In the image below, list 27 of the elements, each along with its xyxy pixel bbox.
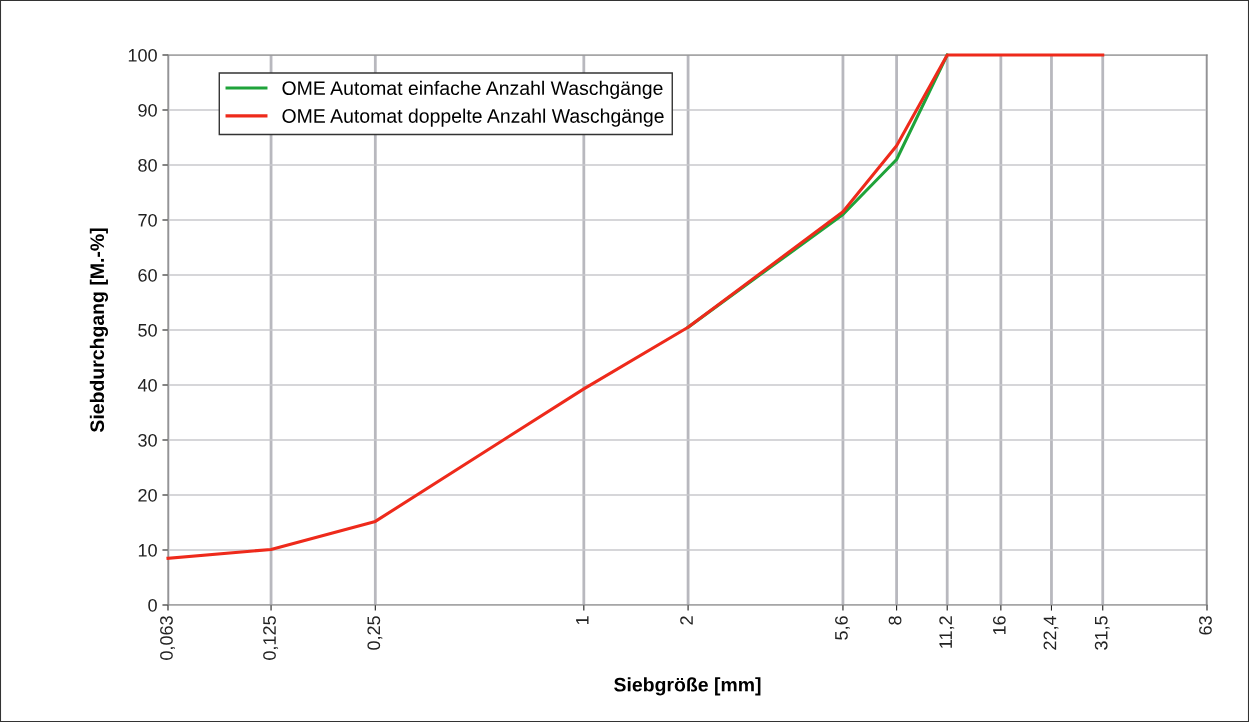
y-tick-label: 10 [138,543,157,557]
x-tick-label: 16 [992,616,1006,635]
x-tick-label: 11,2 [939,616,955,648]
y-axis-title: Siebdurchgang [M.-%] [89,228,109,433]
y-tick-label: 70 [138,213,157,227]
y-tick-label: 80 [138,158,157,172]
legend-label: OME Automat einfache Anzahl Waschgänge [282,80,663,99]
x-axis-title: Siebgröße [mm] [614,677,761,696]
x-tick-label: 2 [680,616,693,625]
x-tick-label: 0,25 [367,616,383,650]
x-tick-label: 0,063 [160,616,175,660]
x-tick-label: 22,4 [1043,615,1059,650]
y-tick-label: 40 [137,378,157,392]
y-tick-label: 0 [148,598,157,612]
x-tick-label: 5,6 [835,616,850,640]
y-tick-label: 90 [138,103,157,117]
y-tick-label: 20 [138,488,157,502]
x-tick-label: 1 [576,616,589,625]
y-tick-label: 50 [138,323,157,337]
y-tick-label: 100 [128,48,157,62]
legend-label: OME Automat doppelte Anzahl Waschgänge [282,108,664,127]
x-tick-label: 63 [1199,616,1212,635]
y-tick-label: 30 [138,433,157,447]
x-tick-label: 0,125 [263,616,279,660]
x-tick-label: 31,5 [1094,616,1110,650]
x-tick-label: 8 [888,616,902,625]
y-tick-label: 60 [138,268,157,282]
